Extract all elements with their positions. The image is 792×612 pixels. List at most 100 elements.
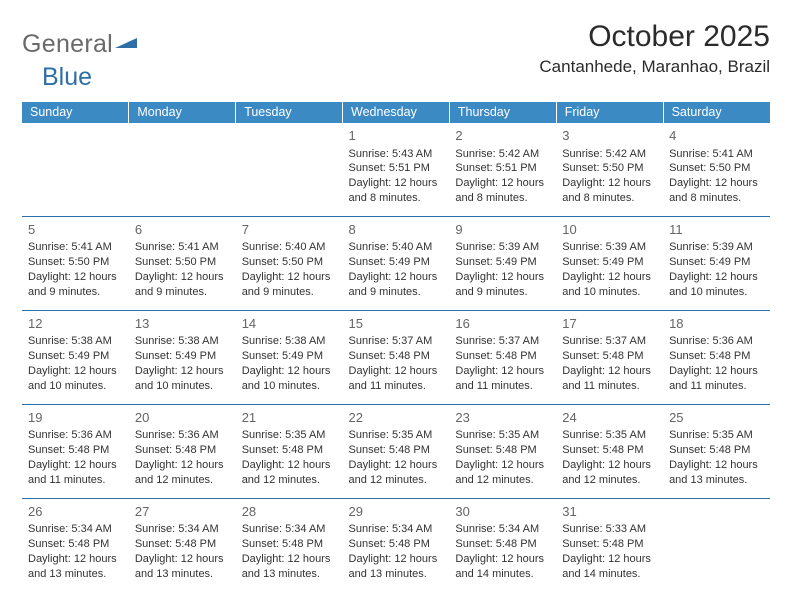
logo-text-general: General — [22, 30, 113, 59]
calendar-header-row: SundayMondayTuesdayWednesdayThursdayFrid… — [22, 102, 770, 123]
location: Cantanhede, Maranhao, Brazil — [539, 57, 770, 77]
day-data: Sunrise: 5:42 AMSunset: 5:50 PMDaylight:… — [562, 147, 657, 206]
day-data: Sunrise: 5:37 AMSunset: 5:48 PMDaylight:… — [562, 334, 657, 393]
calendar-day-cell: 31Sunrise: 5:33 AMSunset: 5:48 PMDayligh… — [556, 498, 663, 591]
day-number: 11 — [669, 221, 764, 239]
weekday-header: Tuesday — [236, 102, 343, 123]
day-data: Sunrise: 5:33 AMSunset: 5:48 PMDaylight:… — [562, 522, 657, 581]
day-data: Sunrise: 5:36 AMSunset: 5:48 PMDaylight:… — [28, 428, 123, 487]
calendar-body: 1 Sunrise: 5:43 AMSunset: 5:51 PMDaylight… — [22, 123, 770, 592]
calendar-day-cell: 29Sunrise: 5:34 AMSunset: 5:48 PMDayligh… — [343, 498, 450, 591]
calendar-day-cell: 10Sunrise: 5:39 AMSunset: 5:49 PMDayligh… — [556, 216, 663, 310]
day-number: 20 — [135, 409, 230, 427]
day-data: Sunrise: 5:40 AMSunset: 5:49 PMDaylight:… — [349, 240, 444, 299]
day-number: 2 — [455, 127, 550, 145]
day-data: Sunrise: 5:38 AMSunset: 5:49 PMDaylight:… — [28, 334, 123, 393]
calendar-day-cell: 18Sunrise: 5:36 AMSunset: 5:48 PMDayligh… — [663, 310, 770, 404]
calendar-week-row: 1 Sunrise: 5:43 AMSunset: 5:51 PMDaylight… — [22, 123, 770, 216]
day-data: Sunrise: 5:36 AMSunset: 5:48 PMDaylight:… — [135, 428, 230, 487]
calendar-day-cell: 13Sunrise: 5:38 AMSunset: 5:49 PMDayligh… — [129, 310, 236, 404]
day-data: Sunrise: 5:34 AMSunset: 5:48 PMDaylight:… — [135, 522, 230, 581]
day-number: 15 — [349, 315, 444, 333]
day-data: Sunrise: 5:41 AMSunset: 5:50 PMDaylight:… — [28, 240, 123, 299]
day-number: 29 — [349, 503, 444, 521]
day-number: 18 — [669, 315, 764, 333]
day-number: 7 — [242, 221, 337, 239]
day-number: 31 — [562, 503, 657, 521]
day-data: Sunrise: 5:39 AMSunset: 5:49 PMDaylight:… — [562, 240, 657, 299]
calendar-day-cell: 30Sunrise: 5:34 AMSunset: 5:48 PMDayligh… — [449, 498, 556, 591]
calendar-day-cell: 15Sunrise: 5:37 AMSunset: 5:48 PMDayligh… — [343, 310, 450, 404]
calendar-day-cell: 3Sunrise: 5:42 AMSunset: 5:50 PMDaylight… — [556, 123, 663, 216]
calendar-day-cell: 14Sunrise: 5:38 AMSunset: 5:49 PMDayligh… — [236, 310, 343, 404]
day-number: 4 — [669, 127, 764, 145]
calendar-table: SundayMondayTuesdayWednesdayThursdayFrid… — [22, 102, 770, 592]
day-data: Sunrise: 5:35 AMSunset: 5:48 PMDaylight:… — [242, 428, 337, 487]
calendar-day-cell: 28Sunrise: 5:34 AMSunset: 5:48 PMDayligh… — [236, 498, 343, 591]
day-number: 21 — [242, 409, 337, 427]
day-data: Sunrise: 5:38 AMSunset: 5:49 PMDaylight:… — [242, 334, 337, 393]
calendar-day-cell: 1 Sunrise: 5:43 AMSunset: 5:51 PMDaylight… — [343, 123, 450, 216]
day-data: Sunrise: 5:34 AMSunset: 5:48 PMDaylight:… — [28, 522, 123, 581]
month-title: October 2025 — [539, 20, 770, 54]
day-data: Sunrise: 5:34 AMSunset: 5:48 PMDaylight:… — [455, 522, 550, 581]
calendar-day-cell: 27Sunrise: 5:34 AMSunset: 5:48 PMDayligh… — [129, 498, 236, 591]
calendar-day-cell: 12Sunrise: 5:38 AMSunset: 5:49 PMDayligh… — [22, 310, 129, 404]
weekday-header: Friday — [556, 102, 663, 123]
weekday-header: Saturday — [663, 102, 770, 123]
day-data: Sunrise: 5:34 AMSunset: 5:48 PMDaylight:… — [349, 522, 444, 581]
calendar-week-row: 5Sunrise: 5:41 AMSunset: 5:50 PMDaylight… — [22, 216, 770, 310]
calendar-day-cell: 8Sunrise: 5:40 AMSunset: 5:49 PMDaylight… — [343, 216, 450, 310]
calendar-day-cell: 2 Sunrise: 5:42 AMSunset: 5:51 PMDaylight… — [449, 123, 556, 216]
calendar-day-cell: 19Sunrise: 5:36 AMSunset: 5:48 PMDayligh… — [22, 404, 129, 498]
day-data: Sunrise: 5:43 AMSunset: 5:51 PMDaylight:… — [349, 147, 444, 206]
weekday-header: Wednesday — [343, 102, 450, 123]
day-data: Sunrise: 5:42 AMSunset: 5:51 PMDaylight:… — [455, 147, 550, 206]
day-data: Sunrise: 5:37 AMSunset: 5:48 PMDaylight:… — [349, 334, 444, 393]
day-data: Sunrise: 5:36 AMSunset: 5:48 PMDaylight:… — [669, 334, 764, 393]
calendar-week-row: 19Sunrise: 5:36 AMSunset: 5:48 PMDayligh… — [22, 404, 770, 498]
calendar-day-cell: 9Sunrise: 5:39 AMSunset: 5:49 PMDaylight… — [449, 216, 556, 310]
calendar-day-cell — [236, 123, 343, 216]
day-number: 27 — [135, 503, 230, 521]
weekday-header: Sunday — [22, 102, 129, 123]
weekday-header: Monday — [129, 102, 236, 123]
day-number: 24 — [562, 409, 657, 427]
day-data: Sunrise: 5:35 AMSunset: 5:48 PMDaylight:… — [669, 428, 764, 487]
day-number: 23 — [455, 409, 550, 427]
day-data: Sunrise: 5:41 AMSunset: 5:50 PMDaylight:… — [669, 147, 764, 206]
calendar-day-cell — [22, 123, 129, 216]
day-number: 8 — [349, 221, 444, 239]
day-number: 28 — [242, 503, 337, 521]
day-number: 13 — [135, 315, 230, 333]
calendar-day-cell: 22Sunrise: 5:35 AMSunset: 5:48 PMDayligh… — [343, 404, 450, 498]
day-data: Sunrise: 5:37 AMSunset: 5:48 PMDaylight:… — [455, 334, 550, 393]
calendar-day-cell: 21Sunrise: 5:35 AMSunset: 5:48 PMDayligh… — [236, 404, 343, 498]
day-number: 5 — [28, 221, 123, 239]
calendar-day-cell: 11Sunrise: 5:39 AMSunset: 5:49 PMDayligh… — [663, 216, 770, 310]
calendar-day-cell: 20Sunrise: 5:36 AMSunset: 5:48 PMDayligh… — [129, 404, 236, 498]
calendar-day-cell: 7Sunrise: 5:40 AMSunset: 5:50 PMDaylight… — [236, 216, 343, 310]
day-number: 10 — [562, 221, 657, 239]
day-data: Sunrise: 5:35 AMSunset: 5:48 PMDaylight:… — [349, 428, 444, 487]
day-number: 22 — [349, 409, 444, 427]
day-number: 1 — [349, 127, 444, 145]
day-data: Sunrise: 5:39 AMSunset: 5:49 PMDaylight:… — [455, 240, 550, 299]
day-number: 9 — [455, 221, 550, 239]
calendar-day-cell: 26Sunrise: 5:34 AMSunset: 5:48 PMDayligh… — [22, 498, 129, 591]
day-number: 19 — [28, 409, 123, 427]
calendar-week-row: 26Sunrise: 5:34 AMSunset: 5:48 PMDayligh… — [22, 498, 770, 591]
calendar-day-cell: 24Sunrise: 5:35 AMSunset: 5:48 PMDayligh… — [556, 404, 663, 498]
day-number: 16 — [455, 315, 550, 333]
day-number: 17 — [562, 315, 657, 333]
day-data: Sunrise: 5:34 AMSunset: 5:48 PMDaylight:… — [242, 522, 337, 581]
calendar-day-cell: 5Sunrise: 5:41 AMSunset: 5:50 PMDaylight… — [22, 216, 129, 310]
day-number: 6 — [135, 221, 230, 239]
day-number: 14 — [242, 315, 337, 333]
calendar-day-cell — [663, 498, 770, 591]
logo: General — [22, 20, 137, 59]
calendar-day-cell: 16Sunrise: 5:37 AMSunset: 5:48 PMDayligh… — [449, 310, 556, 404]
weekday-header: Thursday — [449, 102, 556, 123]
day-number: 26 — [28, 503, 123, 521]
day-number: 25 — [669, 409, 764, 427]
